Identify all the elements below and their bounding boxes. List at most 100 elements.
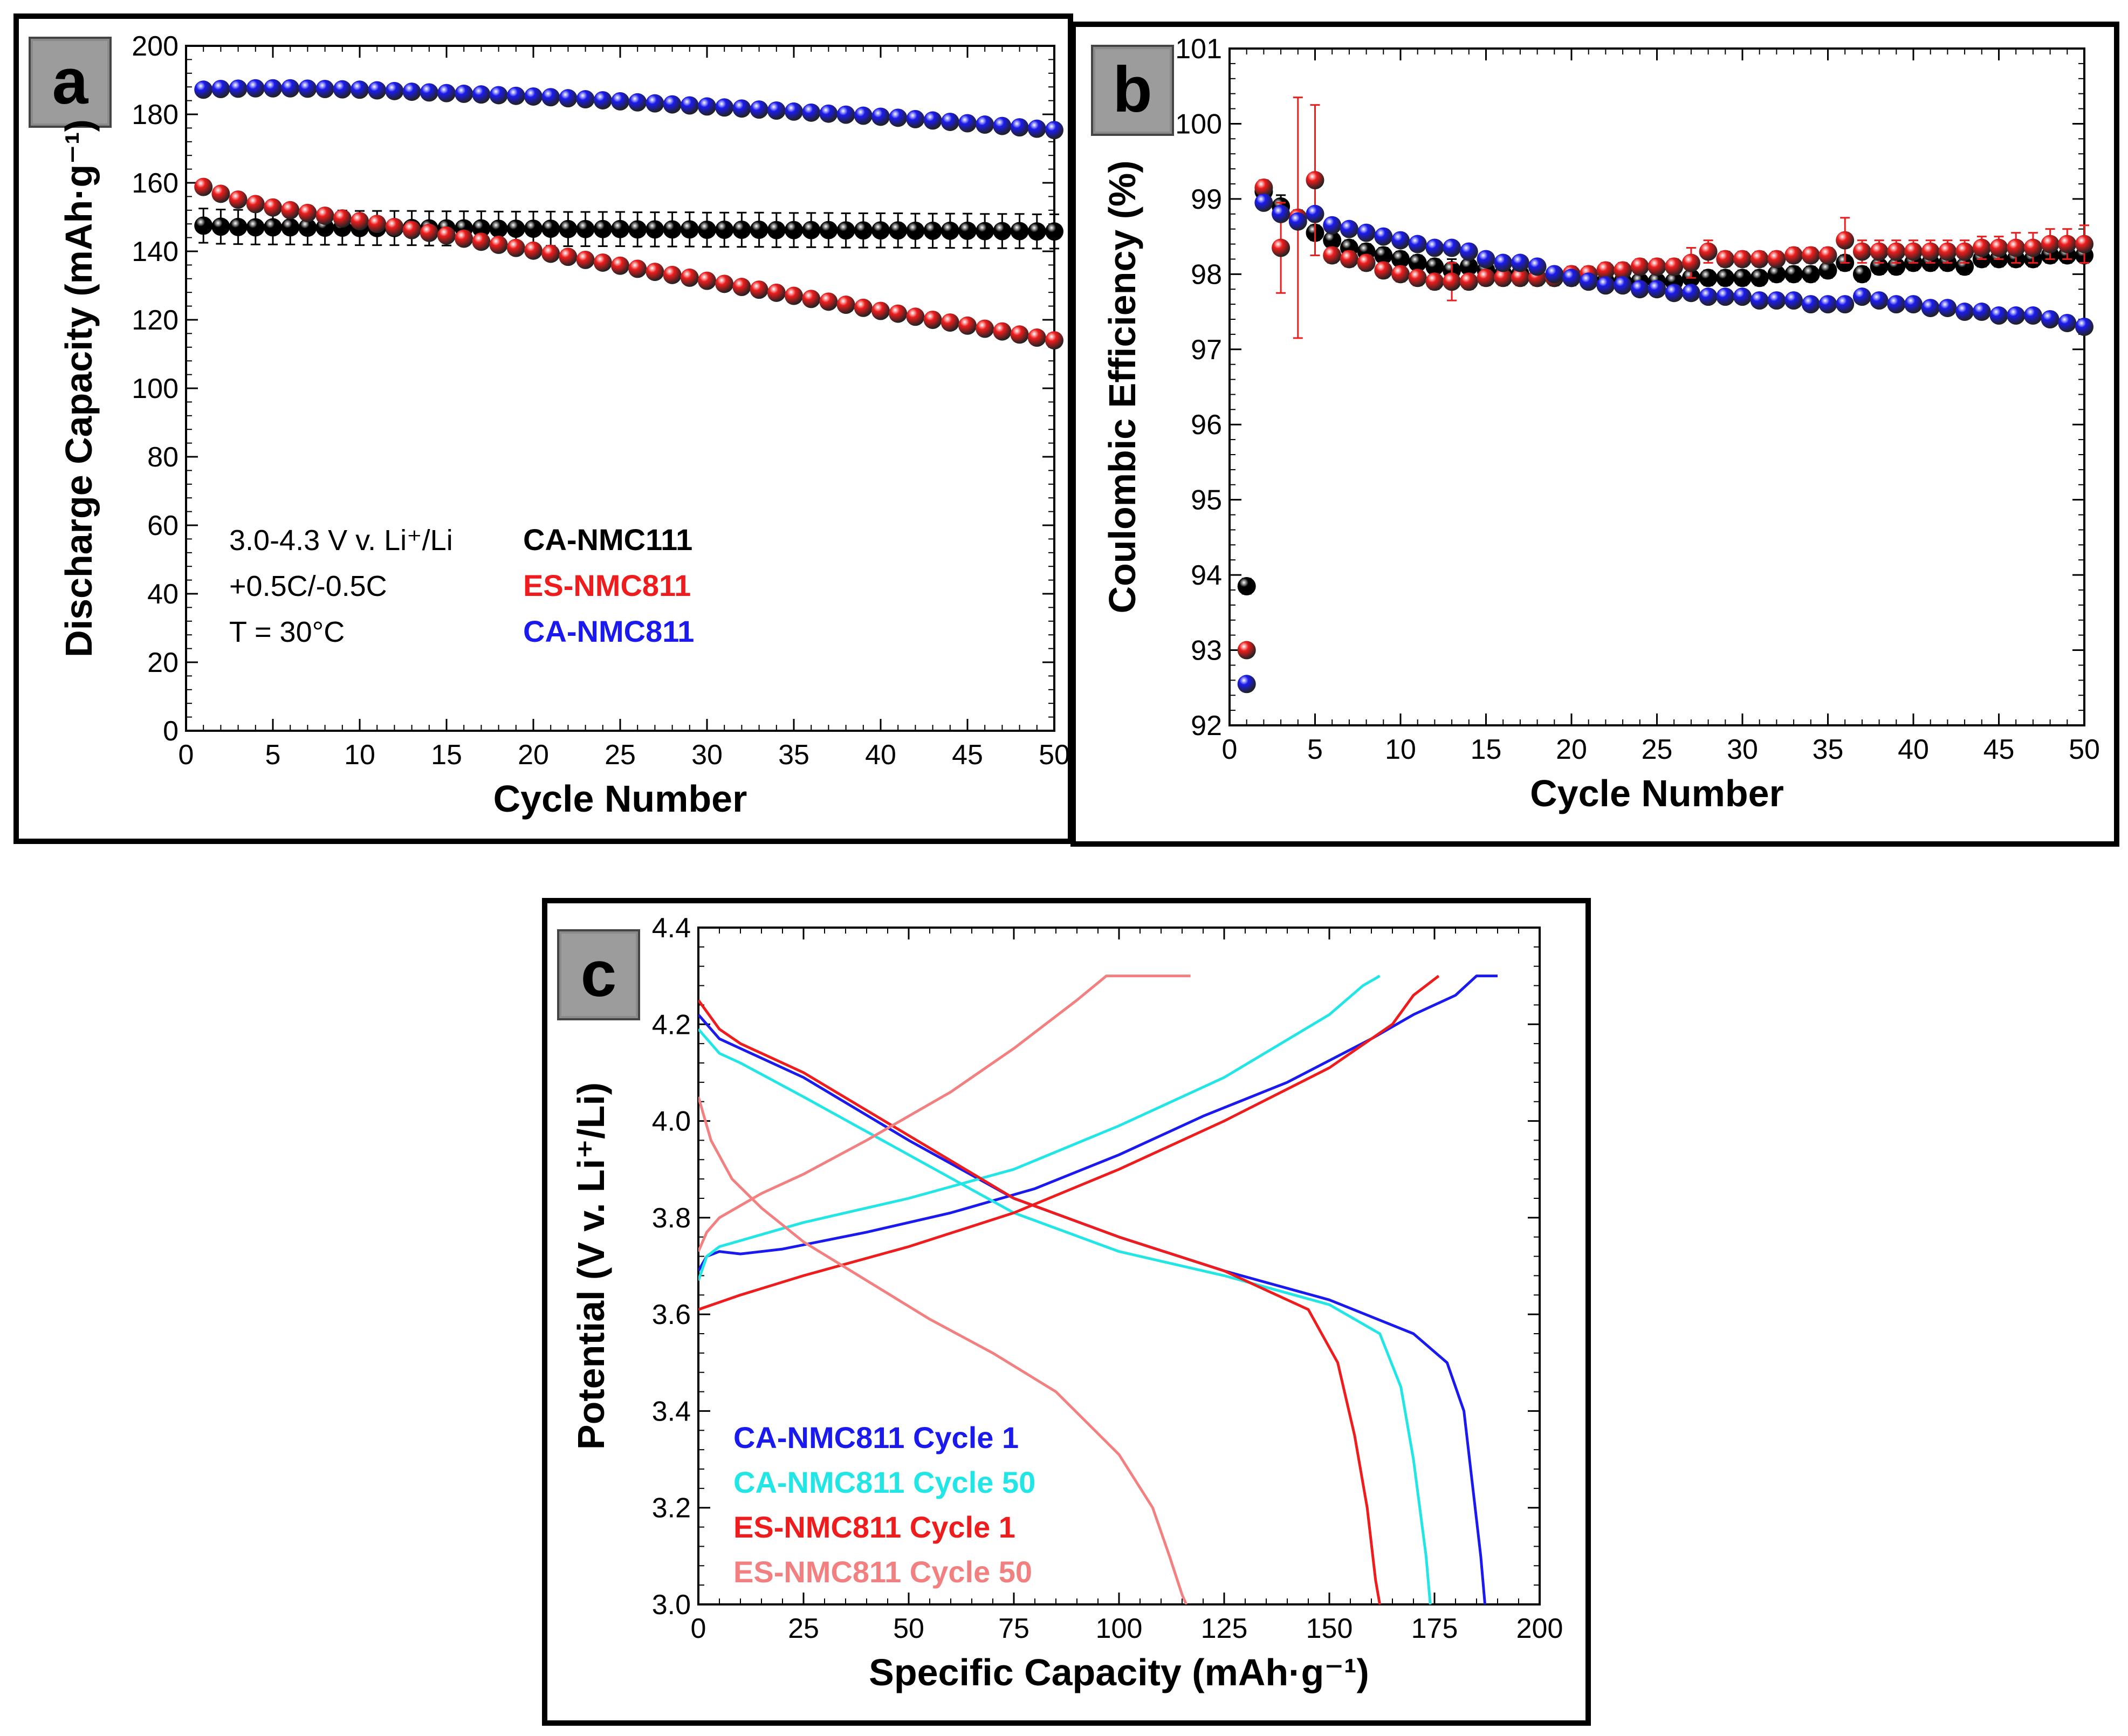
data-point [923,111,942,130]
x-tick-label: 35 [1813,734,1844,765]
data-point [2023,306,2042,325]
x-tick-label: 25 [788,1613,819,1644]
y-tick-label: 140 [132,236,179,267]
y-tick-label: 98 [1191,259,1222,290]
plot-area [698,975,1498,1604]
data-point [802,103,821,122]
x-tick-label: 50 [893,1613,924,1644]
data-point [976,319,994,338]
annotation-text: 3.0-4.3 V v. Li⁺/Li [229,524,453,557]
data-point [385,81,404,100]
legend-entry: CA-NMC811 [523,614,694,648]
data-point [1340,250,1358,269]
data-point [1459,242,1478,261]
data-point [281,201,300,219]
data-point [489,86,508,105]
data-point [1750,250,1769,269]
data-point [1818,246,1837,265]
data-point [889,108,908,127]
badge-inner [561,934,636,1016]
data-point [906,221,925,240]
data-point [1045,121,1063,140]
data-point [559,248,578,266]
x-tick-label: 150 [1306,1613,1353,1644]
data-point [1459,257,1478,276]
data-point [1852,287,1871,306]
data-point [1425,272,1444,291]
data-point [1989,238,2008,257]
data-point [1391,265,1410,284]
data-point [1596,261,1615,280]
data-point [194,216,213,235]
data-point [489,235,508,254]
x-tick-label: 10 [1385,734,1416,765]
data-point [698,220,716,239]
data-point [1750,291,1769,310]
data-point [611,256,629,275]
data-point [1767,291,1786,310]
data-point [1887,295,1906,314]
x-tick-label: 45 [1983,734,2015,765]
data-point [1254,178,1273,197]
charge-curve [698,975,1381,1281]
data-point [368,215,387,234]
data-point [368,81,387,100]
data-point [2075,317,2093,336]
data-point [802,221,821,239]
data-point [472,219,491,238]
discharge-curve [698,1096,1188,1604]
data-point [1733,287,1752,306]
data-point [559,219,578,238]
data-point [455,229,473,248]
data-point [889,304,908,323]
data-point [836,296,855,314]
data-point [1374,246,1393,265]
data-point [420,223,438,242]
data-point [1955,303,1974,321]
data-point [1374,261,1393,280]
y-tick-label: 160 [132,168,179,199]
data-point [1027,119,1046,138]
data-point [1579,272,1598,291]
data-point [1306,204,1324,223]
data-point [1784,246,1803,265]
data-point [1408,253,1427,272]
data-point [211,184,230,203]
data-point [1665,257,1684,276]
plot-area [194,79,1063,350]
data-point [2041,235,2060,253]
data-point [402,83,421,101]
data-point [1443,238,1461,257]
data-point [246,195,265,214]
badge-letter: b [1113,53,1152,126]
x-tick-label: 0 [1222,734,1238,765]
data-point [264,79,282,98]
data-point [1010,222,1029,241]
data-point [194,177,213,196]
data-point [976,222,994,241]
panel-badge: a [29,37,112,128]
y-tick-label: 3.0 [652,1589,691,1621]
y-tick-label: 200 [132,31,179,62]
data-point [1870,257,1889,276]
y-axis-title: Coulombic Efficiency (%) [1101,160,1143,613]
panel-badge: c [557,929,640,1020]
data-point [1596,276,1615,295]
series-es-nmc811 [194,177,1063,350]
data-point [941,313,959,332]
data-point [2041,310,2060,328]
data-point [1323,246,1342,265]
series-es-nmc811-cycle-1 [698,975,1440,1604]
data-point [680,268,699,287]
y-tick-label: 20 [147,647,179,678]
data-point [2023,238,2042,257]
data-point [1681,284,1700,303]
data-point [698,97,716,116]
data-point [1545,265,1564,284]
data-point [593,91,612,109]
data-point [298,203,317,222]
data-point [1237,577,1256,596]
y-tick-label: 120 [132,305,179,336]
data-point [698,271,716,290]
data-point [923,311,942,329]
